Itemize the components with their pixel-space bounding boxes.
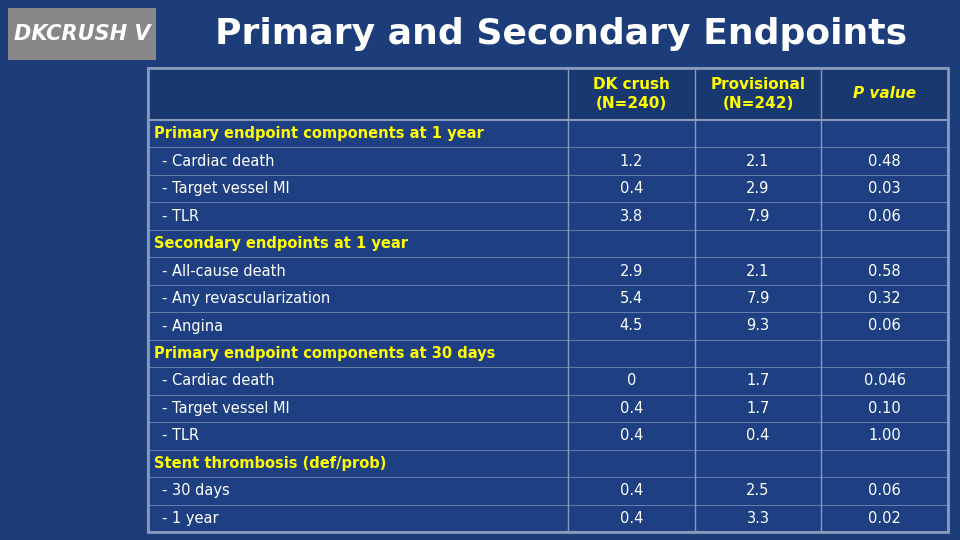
Text: 0.4: 0.4 [746,428,770,443]
Text: 3.3: 3.3 [747,511,770,526]
Text: 0.06: 0.06 [868,208,901,224]
Text: 0.10: 0.10 [868,401,901,416]
Text: 0: 0 [627,374,636,388]
Text: 7.9: 7.9 [746,208,770,224]
Text: 2.9: 2.9 [619,264,643,279]
Text: 0.4: 0.4 [619,483,643,498]
Text: 0.48: 0.48 [869,154,901,168]
Text: P value: P value [853,86,916,102]
Text: 1.7: 1.7 [746,374,770,388]
Text: - 30 days: - 30 days [162,483,229,498]
Text: 0.046: 0.046 [864,374,905,388]
Text: - Cardiac death: - Cardiac death [162,154,275,168]
Text: - Target vessel MI: - Target vessel MI [162,401,290,416]
Bar [148,68,948,532]
Text: - All-cause death: - All-cause death [162,264,286,279]
Text: DK crush
(N=240): DK crush (N=240) [593,77,670,111]
Text: Stent thrombosis (def/prob): Stent thrombosis (def/prob) [154,456,386,471]
Text: 0.32: 0.32 [869,291,901,306]
Text: 0.06: 0.06 [868,319,901,334]
Text: 1.2: 1.2 [619,154,643,168]
Text: 0.4: 0.4 [619,401,643,416]
Text: Primary and Secondary Endpoints: Primary and Secondary Endpoints [215,17,907,51]
Text: - Any revascularization: - Any revascularization [162,291,330,306]
Text: Secondary endpoints at 1 year: Secondary endpoints at 1 year [154,236,408,251]
Text: - TLR: - TLR [162,208,199,224]
Text: - TLR: - TLR [162,428,199,443]
Text: - Target vessel MI: - Target vessel MI [162,181,290,196]
Text: 4.5: 4.5 [620,319,643,334]
Text: - 1 year: - 1 year [162,511,219,526]
Text: - Angina: - Angina [162,319,223,334]
Text: 0.4: 0.4 [619,181,643,196]
Text: 9.3: 9.3 [747,319,770,334]
Text: 3.8: 3.8 [620,208,643,224]
Text: 0.06: 0.06 [868,483,901,498]
Text: 1.7: 1.7 [746,401,770,416]
Text: 2.5: 2.5 [746,483,770,498]
Text: 0.02: 0.02 [868,511,901,526]
Text: Primary endpoint components at 1 year: Primary endpoint components at 1 year [154,126,484,141]
Text: 2.1: 2.1 [746,264,770,279]
Text: 0.4: 0.4 [619,428,643,443]
Text: DKCRUSH V: DKCRUSH V [13,24,151,44]
Text: 0.58: 0.58 [869,264,901,279]
Text: 7.9: 7.9 [746,291,770,306]
Bar [148,68,948,532]
Text: 0.03: 0.03 [869,181,901,196]
Text: 2.1: 2.1 [746,154,770,168]
Text: Primary endpoint components at 30 days: Primary endpoint components at 30 days [154,346,495,361]
Text: 0.4: 0.4 [619,511,643,526]
Text: - Cardiac death: - Cardiac death [162,374,275,388]
Text: Provisional
(N=242): Provisional (N=242) [710,77,805,111]
Text: 2.9: 2.9 [746,181,770,196]
Text: 5.4: 5.4 [620,291,643,306]
Text: 1.00: 1.00 [868,428,901,443]
Bar [148,68,948,120]
Bar [8,8,156,60]
